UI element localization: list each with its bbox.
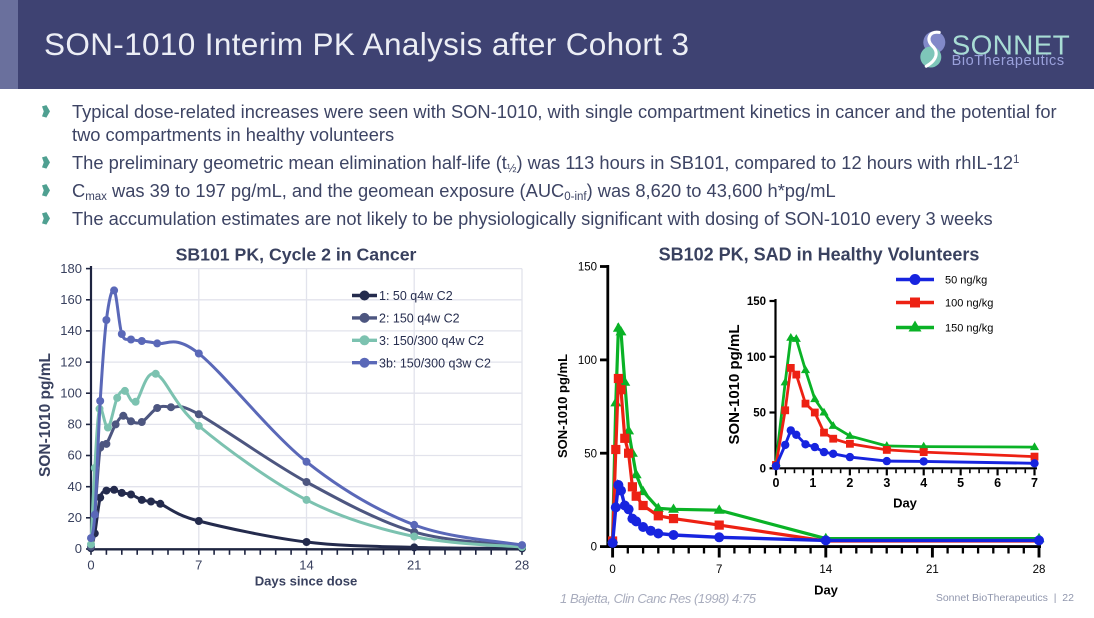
svg-text:50: 50 bbox=[584, 448, 597, 460]
svg-text:50 ng/kg: 50 ng/kg bbox=[945, 275, 987, 287]
svg-text:14: 14 bbox=[819, 564, 832, 576]
svg-text:28: 28 bbox=[1033, 564, 1046, 576]
svg-text:1: 50 q4w C2: 1: 50 q4w C2 bbox=[379, 289, 453, 303]
svg-text:160: 160 bbox=[60, 292, 82, 307]
svg-text:BioTherapeutics: BioTherapeutics bbox=[952, 53, 1065, 69]
svg-text:80: 80 bbox=[68, 417, 82, 432]
svg-text:28: 28 bbox=[515, 558, 529, 573]
svg-text:5: 5 bbox=[957, 476, 964, 490]
svg-text:SB101 PK, Cycle 2 in Cancer: SB101 PK, Cycle 2 in Cancer bbox=[176, 245, 417, 265]
svg-text:7: 7 bbox=[716, 564, 722, 576]
svg-text:2: 150 q4w C2: 2: 150 q4w C2 bbox=[379, 312, 460, 326]
svg-text:4: 4 bbox=[920, 476, 927, 490]
svg-text:14: 14 bbox=[299, 558, 313, 573]
svg-text:100: 100 bbox=[747, 352, 766, 364]
svg-text:150: 150 bbox=[747, 296, 766, 308]
svg-text:3b: 150/300 q3w C2: 3b: 150/300 q3w C2 bbox=[379, 356, 491, 370]
svg-text:50: 50 bbox=[753, 408, 766, 420]
svg-text:100: 100 bbox=[578, 355, 597, 367]
svg-text:120: 120 bbox=[60, 354, 82, 369]
svg-text:7: 7 bbox=[1031, 476, 1038, 490]
svg-text:3: 150/300 q4w C2: 3: 150/300 q4w C2 bbox=[379, 334, 484, 348]
svg-text:SB102 PK, SAD in Healthy Volun: SB102 PK, SAD in Healthy Volunteers bbox=[659, 245, 980, 265]
svg-text:1: 1 bbox=[809, 476, 816, 490]
svg-text:Day: Day bbox=[893, 495, 918, 510]
svg-text:Day: Day bbox=[814, 583, 839, 598]
svg-text:3: 3 bbox=[883, 476, 890, 490]
svg-text:7: 7 bbox=[195, 558, 202, 573]
svg-text:6: 6 bbox=[994, 476, 1001, 490]
svg-text:0: 0 bbox=[591, 542, 597, 554]
svg-text:SON-1010 pg/mL: SON-1010 pg/mL bbox=[37, 353, 54, 477]
svg-text:0: 0 bbox=[75, 541, 82, 556]
svg-text:SON-1010 pg/mL: SON-1010 pg/mL bbox=[726, 324, 743, 444]
svg-text:180: 180 bbox=[60, 261, 82, 276]
svg-text:150: 150 bbox=[578, 262, 597, 274]
svg-text:21: 21 bbox=[407, 558, 421, 573]
svg-text:150 ng/kg: 150 ng/kg bbox=[945, 323, 993, 335]
svg-text:2: 2 bbox=[846, 476, 853, 490]
svg-text:0: 0 bbox=[87, 558, 94, 573]
svg-text:140: 140 bbox=[60, 323, 82, 338]
svg-text:100: 100 bbox=[60, 385, 82, 400]
svg-text:20: 20 bbox=[68, 510, 82, 525]
svg-text:60: 60 bbox=[68, 448, 82, 463]
svg-text:0: 0 bbox=[609, 564, 615, 576]
svg-text:0: 0 bbox=[760, 464, 766, 476]
svg-text:SONNET: SONNET bbox=[952, 29, 1070, 60]
svg-text:21: 21 bbox=[926, 564, 939, 576]
svg-text:SON-1010 pg/mL: SON-1010 pg/mL bbox=[555, 354, 570, 458]
svg-text:40: 40 bbox=[68, 479, 82, 494]
svg-text:0: 0 bbox=[773, 476, 780, 490]
svg-text:Days since dose: Days since dose bbox=[255, 574, 358, 589]
svg-text:100 ng/kg: 100 ng/kg bbox=[945, 298, 993, 310]
